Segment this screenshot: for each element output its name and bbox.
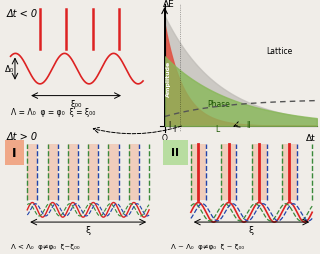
Text: ξ: ξ (249, 225, 254, 234)
FancyBboxPatch shape (5, 140, 24, 165)
Text: Δ₀: Δ₀ (5, 65, 14, 74)
Bar (108, 144, 119, 200)
Text: II: II (172, 148, 180, 158)
Bar (88, 144, 98, 200)
FancyBboxPatch shape (163, 140, 188, 165)
Bar (68, 144, 78, 200)
Text: Phase: Phase (207, 100, 230, 109)
Text: ξ: ξ (86, 225, 91, 234)
Bar (48, 144, 58, 200)
Text: I: I (168, 120, 170, 129)
Text: O: O (162, 133, 167, 142)
Bar (252, 144, 267, 200)
Text: Λ ~ Λ₀  φ≠φ₀  ξ ~ ξ₀₀: Λ ~ Λ₀ φ≠φ₀ ξ ~ ξ₀₀ (171, 243, 244, 249)
Text: Δt < 0: Δt < 0 (6, 9, 37, 19)
Bar (129, 144, 139, 200)
Text: I: I (12, 146, 17, 159)
Text: L: L (216, 124, 220, 134)
Bar (191, 144, 206, 200)
Text: ξ₀₀: ξ₀₀ (71, 100, 83, 109)
Text: I: I (173, 124, 175, 134)
Bar (27, 144, 37, 200)
Text: Amplitude: Amplitude (166, 61, 171, 97)
Text: Δt: Δt (306, 133, 315, 142)
Bar (282, 144, 297, 200)
Text: ΔE: ΔE (163, 0, 175, 9)
Text: Δt > 0: Δt > 0 (6, 132, 37, 142)
Text: Λ < Λ₀  φ≠φ₀  ξ~ξ₀₀: Λ < Λ₀ φ≠φ₀ ξ~ξ₀₀ (11, 243, 79, 249)
Bar (221, 144, 236, 200)
Text: II: II (246, 120, 251, 129)
Text: Lattice: Lattice (267, 46, 293, 55)
Text: Λ = Λ₀  φ = φ₀  ξ = ξ₀₀: Λ = Λ₀ φ = φ₀ ξ = ξ₀₀ (11, 107, 95, 116)
